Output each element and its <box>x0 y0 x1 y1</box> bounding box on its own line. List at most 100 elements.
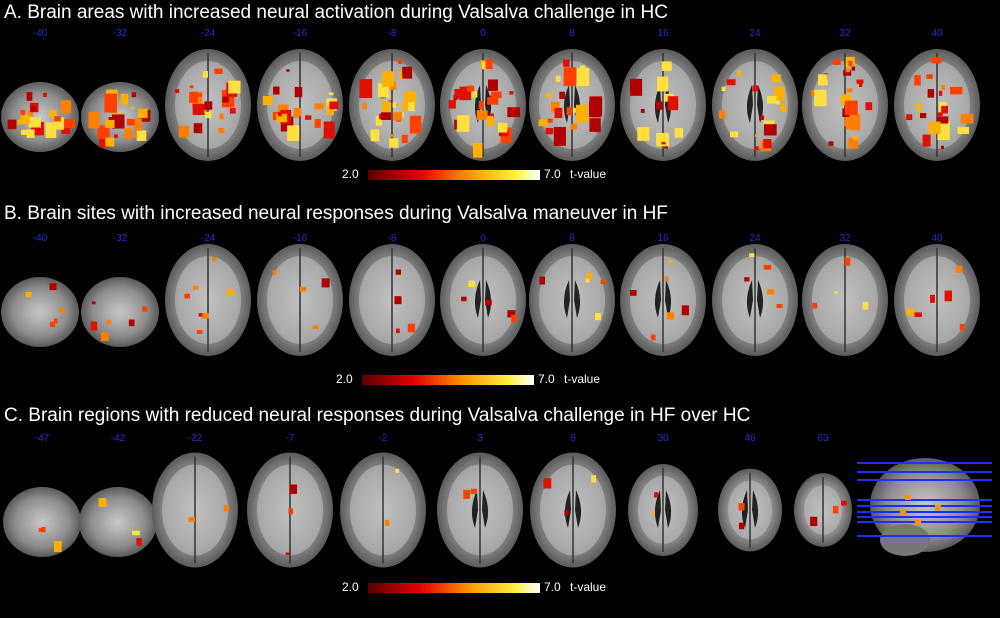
brain-slice <box>440 49 526 161</box>
slice-label: 46 <box>744 433 756 444</box>
activation <box>941 145 945 150</box>
brain-slice <box>718 468 782 552</box>
activation <box>721 86 726 92</box>
activation <box>128 319 135 327</box>
activation <box>359 79 373 99</box>
slice-label: 24 <box>749 28 761 39</box>
activation <box>59 308 65 313</box>
slice-label: 24 <box>749 233 761 244</box>
activation <box>193 123 203 134</box>
brain <box>3 487 81 557</box>
activation <box>188 516 195 523</box>
activation <box>664 145 668 149</box>
activation <box>719 110 726 119</box>
slice-label: -16 <box>293 233 308 244</box>
activation <box>656 101 663 110</box>
activation <box>570 123 578 130</box>
activation <box>629 289 637 296</box>
activation <box>767 95 777 104</box>
activation <box>589 118 601 132</box>
brain-slice <box>437 452 523 568</box>
activation <box>277 112 282 117</box>
activation <box>937 112 943 117</box>
brain-slice <box>440 244 526 356</box>
activation <box>767 289 775 295</box>
colorbar-min: 2.0 <box>342 167 359 181</box>
activation <box>389 138 399 148</box>
activation <box>586 272 593 280</box>
activation <box>272 270 277 276</box>
activation <box>393 112 403 121</box>
activation <box>45 122 57 138</box>
activation <box>763 124 777 136</box>
activation <box>595 312 601 321</box>
activation <box>900 510 906 515</box>
brain-slice <box>894 244 980 356</box>
ventricle <box>474 280 492 318</box>
activation <box>192 285 199 290</box>
activation <box>485 59 493 70</box>
activation <box>299 286 307 292</box>
brain-slice <box>3 487 81 557</box>
activation <box>395 269 401 275</box>
activation <box>905 495 911 500</box>
activation <box>579 65 586 72</box>
activation <box>219 113 224 120</box>
brain-slice <box>529 49 615 161</box>
sagittal-slice <box>857 458 992 556</box>
activation <box>314 119 321 128</box>
activation <box>289 484 298 494</box>
activation <box>53 318 58 324</box>
activation <box>843 70 852 76</box>
activation <box>749 253 755 257</box>
activation <box>955 265 963 273</box>
colorbar-min: 2.0 <box>336 372 353 386</box>
panel-title: B. Brain sites with increased neural res… <box>4 203 668 224</box>
activation <box>205 111 212 119</box>
activation <box>104 119 115 128</box>
activation <box>30 105 37 112</box>
activation <box>131 106 135 110</box>
slice-label: 40 <box>931 28 943 39</box>
activation <box>62 119 76 129</box>
activation <box>914 75 921 86</box>
activation <box>559 91 565 99</box>
slice-label: -7 <box>286 433 295 444</box>
activation <box>600 280 606 284</box>
activation <box>960 113 974 124</box>
brain-slice <box>349 244 435 356</box>
ventricle <box>563 280 581 318</box>
colorbar-max: 7.0 <box>544 580 561 594</box>
activation <box>771 74 781 83</box>
cerebellum <box>880 524 930 556</box>
activation <box>396 328 400 334</box>
activation <box>384 519 390 527</box>
activation <box>395 468 400 473</box>
activation <box>132 530 140 536</box>
brain <box>1 82 79 152</box>
activation <box>132 133 137 138</box>
slice-label: 32 <box>839 28 851 39</box>
activation <box>543 478 552 489</box>
activation <box>487 79 498 91</box>
activation <box>834 291 838 294</box>
activation <box>906 114 913 121</box>
slice-label: 16 <box>657 233 669 244</box>
activation <box>401 103 408 111</box>
slice-label: 8 <box>569 233 575 244</box>
activation <box>408 102 415 111</box>
brain-slice <box>247 452 333 568</box>
colorbar-max: 7.0 <box>538 372 555 386</box>
ventricle <box>564 490 582 528</box>
panel-title: A. Brain areas with increased neural act… <box>4 2 668 23</box>
colorbar <box>368 170 540 180</box>
slice-label: -42 <box>111 433 126 444</box>
activation <box>737 70 742 77</box>
activation <box>370 129 380 142</box>
slice-label: -8 <box>388 233 397 244</box>
activation <box>218 127 225 134</box>
activation <box>763 139 772 149</box>
slice-label: -16 <box>293 28 308 39</box>
slice-label: 0 <box>480 28 486 39</box>
activation <box>844 257 851 266</box>
